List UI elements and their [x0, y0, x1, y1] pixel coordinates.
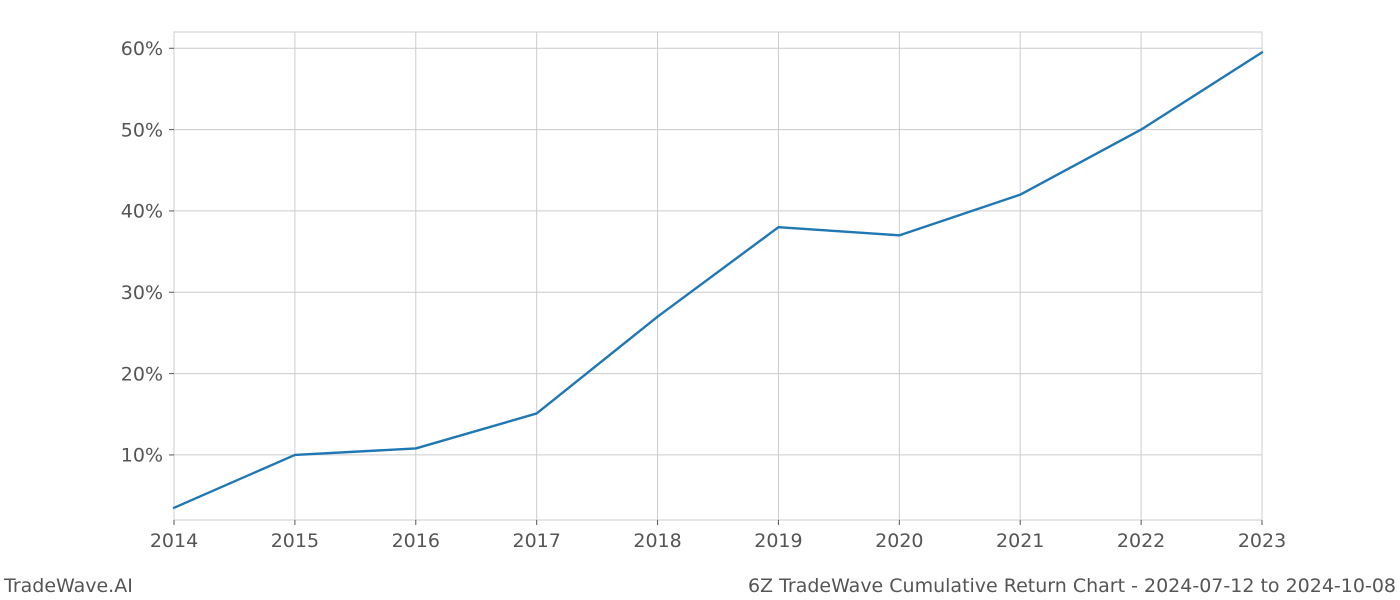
y-tick-label: 50%	[121, 119, 163, 141]
y-tick-label: 20%	[121, 363, 163, 385]
y-tick-label: 10%	[121, 445, 163, 467]
y-tick-label: 60%	[121, 38, 163, 60]
y-tick-label: 30%	[121, 282, 163, 304]
x-tick-label: 2018	[633, 530, 681, 552]
x-tick-label: 2023	[1238, 530, 1286, 552]
x-tick-label: 2022	[1117, 530, 1165, 552]
x-tick-label: 2019	[754, 530, 802, 552]
x-tick-label: 2015	[271, 530, 319, 552]
x-tick-label: 2021	[996, 530, 1044, 552]
x-tick-label: 2014	[150, 530, 198, 552]
x-tick-label: 2017	[512, 530, 560, 552]
x-tick-label: 2016	[392, 530, 440, 552]
footer-right: 6Z TradeWave Cumulative Return Chart - 2…	[748, 575, 1396, 597]
cumulative-return-chart: 2014 2015 2016 2017 2018 2019 2020 2021 2022 2023…	[0, 0, 1400, 600]
footer-left: TradeWave.AI	[3, 575, 133, 597]
x-tick-label: 2020	[875, 530, 923, 552]
y-tick-label: 40%	[121, 201, 163, 223]
